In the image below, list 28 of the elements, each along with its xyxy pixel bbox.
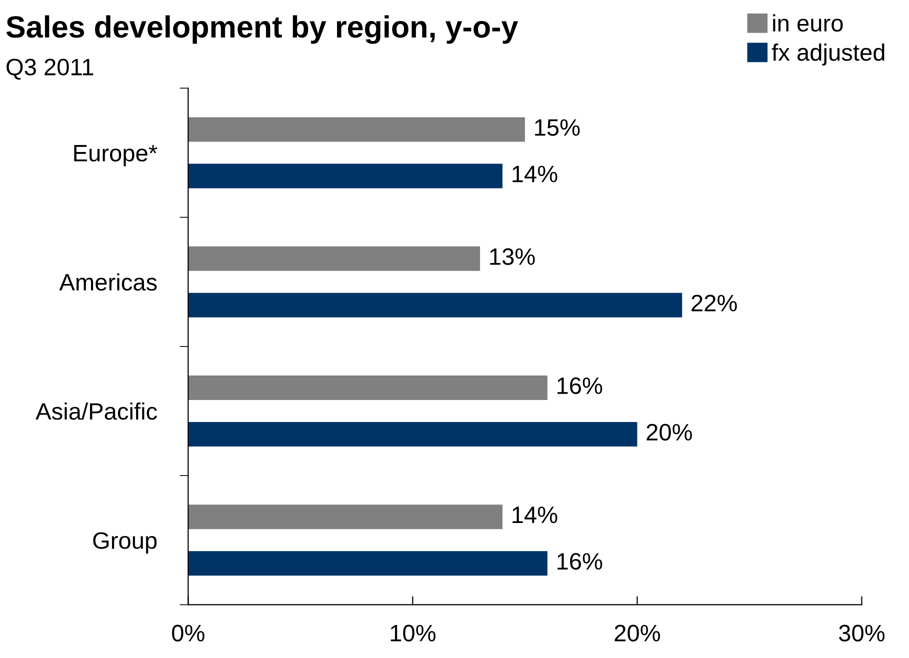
bar <box>188 375 548 400</box>
x-tick-label: 10% <box>390 624 436 642</box>
bar <box>188 551 548 576</box>
bar <box>188 422 638 447</box>
bar <box>188 504 502 530</box>
y-tick-label: Group <box>93 532 157 554</box>
chart-title: Sales development by region, y-o-y <box>6 15 518 44</box>
bar <box>188 164 502 188</box>
data-label: 20% <box>646 424 692 441</box>
bar <box>188 117 525 142</box>
chart-subtitle: Q3 2011 <box>6 58 94 80</box>
data-label: 16% <box>558 377 602 394</box>
data-label: 22% <box>692 294 737 312</box>
data-label: 15% <box>535 119 580 136</box>
bar <box>188 292 682 318</box>
data-label: 14% <box>512 166 558 182</box>
x-tick-label: 0% <box>172 624 204 642</box>
data-label: 14% <box>512 506 558 524</box>
data-label: 13% <box>490 248 535 265</box>
y-tick-label: Europe* <box>74 145 158 166</box>
x-tick-label: 30% <box>839 624 885 642</box>
x-tick-label: 20% <box>614 624 660 642</box>
data-label: 16% <box>558 553 602 570</box>
bar <box>188 246 480 271</box>
legend-label: in euro <box>773 14 843 32</box>
y-tick-label: Asia/Pacific <box>36 402 157 420</box>
legend-label: fx adjusted <box>772 44 884 66</box>
y-tick-label: Americas <box>59 273 157 291</box>
